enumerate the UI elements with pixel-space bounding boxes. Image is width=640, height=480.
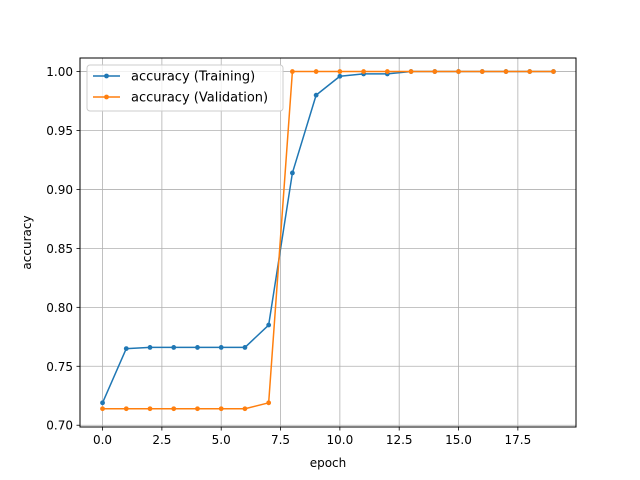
- data-point: [100, 406, 105, 412]
- data-point: [479, 69, 485, 74]
- y-axis-label: accuracy: [20, 215, 34, 269]
- data-point: [313, 92, 319, 98]
- data-point: [218, 406, 224, 412]
- data-point: [290, 170, 295, 176]
- x-tick-label: 17.5: [504, 433, 531, 447]
- data-point: [266, 400, 272, 406]
- data-point: [290, 69, 295, 74]
- data-point: [195, 406, 200, 412]
- legend-swatch-marker: [104, 94, 109, 100]
- data-point: [100, 400, 105, 406]
- data-point: [313, 69, 319, 74]
- y-tick-label: 0.85: [46, 242, 73, 256]
- legend-swatch-marker: [104, 73, 109, 79]
- x-tick-label: 7.5: [271, 433, 290, 447]
- data-point: [147, 345, 153, 350]
- data-point: [123, 346, 129, 352]
- data-point: [361, 69, 366, 74]
- legend-label: accuracy (Training): [131, 70, 255, 85]
- y-tick-label: 0.95: [46, 124, 73, 138]
- plot-frame: [79, 57, 577, 428]
- data-point: [266, 322, 272, 328]
- x-tick-label: 12.5: [386, 433, 413, 447]
- y-tick-label: 1.00: [46, 65, 73, 79]
- data-point: [408, 69, 414, 74]
- data-point: [171, 406, 177, 412]
- data-point: [195, 345, 200, 350]
- series-line: [102, 70, 554, 410]
- data-point: [527, 69, 533, 74]
- x-axis-label: epoch: [310, 456, 347, 470]
- x-tick-label: 2.5: [152, 433, 171, 447]
- ticks: 0.0 2.5 5.0 7.5 10.0 12.5 15.0 17.5 0.70 0.75 0.80…: [46, 65, 531, 447]
- data-point: [171, 345, 177, 350]
- data-point: [503, 69, 509, 74]
- data-point: [337, 73, 343, 79]
- data-point: [384, 69, 390, 74]
- legend-box: [86, 64, 284, 112]
- x-tick-label: 10.0: [327, 433, 354, 447]
- data-point: [123, 406, 129, 412]
- y-tick-label: 0.70: [46, 419, 73, 433]
- legend: accuracy (Training) accuracy (Validation): [86, 64, 284, 112]
- legend-label: accuracy (Validation): [131, 91, 268, 106]
- y-tick-label: 0.75: [46, 360, 73, 374]
- x-tick-label: 15.0: [445, 433, 472, 447]
- y-tick-label: 0.90: [46, 183, 73, 197]
- data-point: [242, 345, 248, 350]
- data-point: [147, 406, 153, 412]
- series-layer: [100, 69, 556, 412]
- data-point: [432, 69, 438, 74]
- data-point: [242, 406, 248, 412]
- series-validation: [100, 69, 556, 412]
- data-point: [456, 69, 461, 74]
- data-point: [337, 69, 343, 74]
- data-point: [551, 69, 556, 74]
- x-tick-label: 0.0: [93, 433, 112, 447]
- x-tick-label: 5.0: [212, 433, 231, 447]
- y-tick-label: 0.80: [46, 301, 73, 315]
- data-point: [218, 345, 224, 350]
